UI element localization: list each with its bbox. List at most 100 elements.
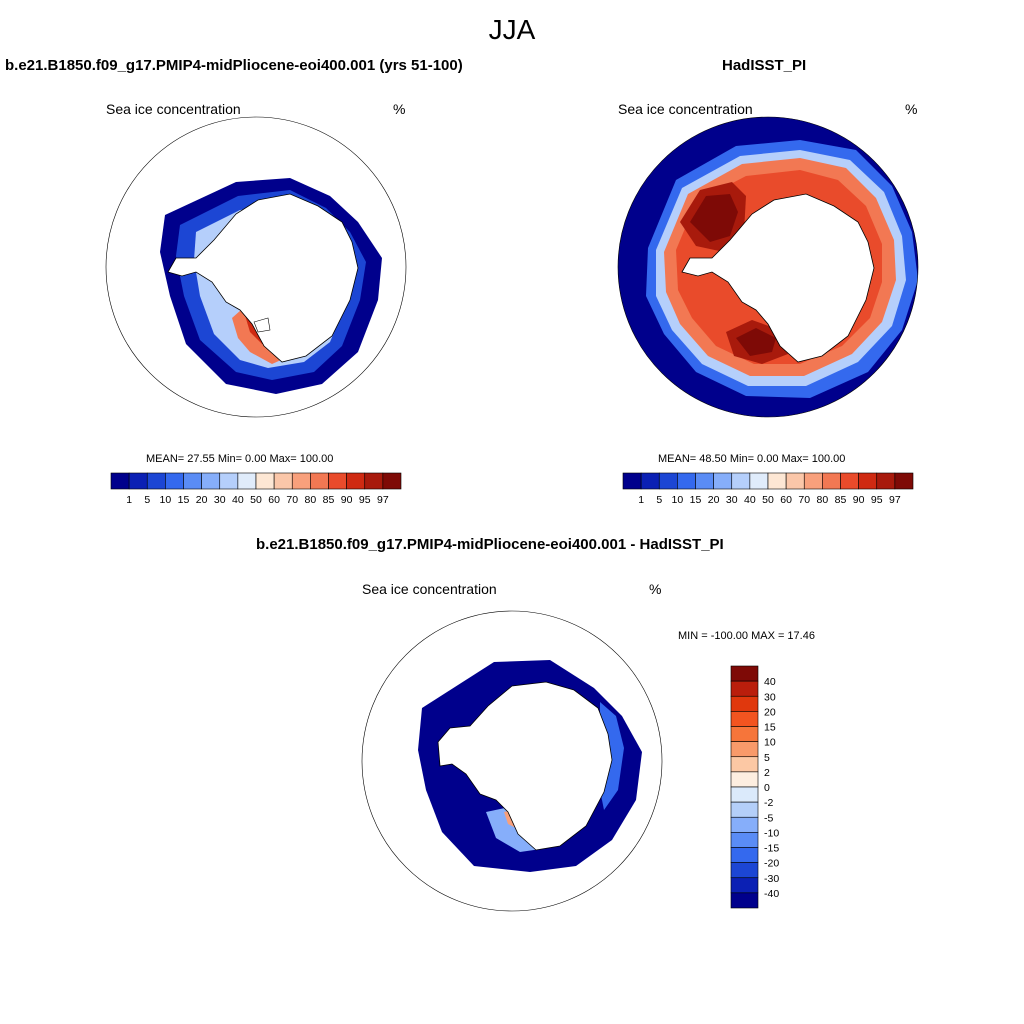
colorbar1-swatch: [110, 472, 130, 490]
colorbar3-swatch: [730, 711, 759, 727]
colorbar2-tick-label: 60: [780, 494, 792, 506]
colorbar3-swatch: [730, 847, 759, 863]
map3-boundary: [361, 610, 663, 912]
colorbar1-tick-label: 30: [214, 494, 226, 506]
colorbar2-tick-label: 85: [835, 494, 847, 506]
colorbar2-tick-label: 70: [798, 494, 810, 506]
colorbar1-swatch: [128, 472, 148, 490]
colorbar2-swatch: [731, 472, 751, 490]
panel3-title: b.e21.B1850.f09_g17.PMIP4-midPliocene-eo…: [256, 536, 724, 553]
colorbar2-swatch: [822, 472, 841, 490]
map1-antarctica: [167, 193, 359, 363]
map2-boundary: [617, 116, 919, 418]
colorbar1-tick-label: 10: [160, 494, 172, 506]
colorbar3-tick-label: 2: [764, 767, 770, 779]
panel2-units-label: %: [905, 101, 918, 117]
map2: [618, 117, 918, 417]
colorbar-2: 1 5 10 15 20 30 40 50 60 70 80 85 90 95 97: [622, 472, 914, 506]
colorbar3-swatch: [730, 726, 759, 742]
colorbar2-tick-label: 80: [817, 494, 829, 506]
colorbar3-tick-label: -2: [764, 797, 773, 809]
colorbar3-swatch: [730, 665, 759, 682]
colorbar1-swatch: [346, 472, 366, 490]
colorbar1-tick-label: 95: [359, 494, 371, 506]
colorbar3-swatch: [730, 680, 759, 697]
panel1-title: b.e21.B1850.f09_g17.PMIP4-midPliocene-eo…: [5, 57, 463, 74]
colorbar2-tick-label: 97: [889, 494, 901, 506]
colorbar1-swatch: [310, 472, 329, 490]
colorbar1-swatch: [219, 472, 239, 490]
colorbar3-swatch: [730, 756, 759, 773]
colorbar1-swatch: [146, 472, 166, 490]
colorbar1-tick-label: 80: [305, 494, 317, 506]
colorbar1-tick-label: 1: [126, 494, 132, 506]
colorbar2-tick-label: 90: [853, 494, 865, 506]
colorbar3-tick-label: -40: [764, 888, 779, 900]
panel1-stats: MEAN= 27.55 Min= 0.00 Max= 100.00: [146, 453, 334, 465]
colorbar1-swatch: [328, 472, 347, 490]
colorbar1-tick-label: 70: [286, 494, 298, 506]
panel3-stats: MIN = -100.00 MAX = 17.46: [678, 630, 815, 642]
panel2-variable-label: Sea ice concentration: [618, 101, 753, 117]
colorbar3-tick-label: 5: [764, 752, 770, 764]
colorbar2-tick-label: 40: [744, 494, 756, 506]
colorbar1-swatch: [237, 472, 257, 490]
colorbar2-tick-label: 5: [656, 494, 662, 506]
colorbar1-swatch: [165, 472, 184, 490]
colorbar1-swatch: [291, 472, 311, 490]
colorbar2-tick-label: 15: [690, 494, 702, 506]
colorbar2-tick-label: 10: [672, 494, 684, 506]
colorbar1-swatch: [273, 472, 293, 490]
map1: [160, 178, 382, 394]
panel2-stats: MEAN= 48.50 Min= 0.00 Max= 100.00: [658, 453, 846, 465]
colorbar2-swatch: [658, 472, 678, 490]
colorbar1-swatch: [201, 472, 221, 490]
colorbar2-swatch: [785, 472, 805, 490]
colorbar1-tick-label: 50: [250, 494, 262, 506]
colorbar3-tick-label: 15: [764, 722, 776, 734]
colorbar2-swatch: [876, 472, 896, 490]
colorbar1-tick-label: 60: [268, 494, 280, 506]
colorbar3-tick-label: -20: [764, 858, 779, 870]
colorbar3-swatch: [730, 695, 759, 712]
colorbar3-swatch: [730, 801, 759, 818]
colorbar1-tick-label: 85: [323, 494, 335, 506]
colorbar-1: 1 5 10 15 20 30 40 50 60 70 80 85 90 95 97: [110, 472, 402, 506]
colorbar3-tick-label: 10: [764, 737, 776, 749]
colorbar3-swatch: [730, 832, 759, 848]
colorbar1-swatch: [183, 472, 202, 490]
colorbar3-swatch: [730, 771, 759, 788]
colorbar2-swatch: [695, 472, 714, 490]
colorbar2-tick-label: 1: [638, 494, 644, 506]
colorbar2-tick-label: 50: [762, 494, 774, 506]
panel3-units-label: %: [649, 581, 662, 597]
colorbar3-tick-label: 0: [764, 782, 770, 794]
colorbar2-swatch: [677, 472, 696, 490]
colorbar3-swatch: [730, 741, 759, 758]
colorbar1-tick-label: 20: [196, 494, 208, 506]
colorbar3-swatch: [730, 862, 759, 879]
colorbar2-swatch: [767, 472, 787, 490]
colorbar1-tick-label: 97: [377, 494, 389, 506]
colorbar3-swatch: [730, 892, 759, 909]
colorbar1-tick-label: 15: [178, 494, 190, 506]
colorbar3-tick-label: 20: [764, 706, 776, 718]
colorbar1-swatch: [255, 472, 275, 490]
colorbar3-swatch: [730, 877, 759, 894]
colorbar2-swatch: [840, 472, 859, 490]
colorbar3-tick-label: -15: [764, 843, 779, 855]
colorbar2-swatch: [749, 472, 769, 490]
colorbar1-tick-label: 5: [144, 494, 150, 506]
panel3-variable-label: Sea ice concentration: [362, 581, 497, 597]
colorbar2-tick-label: 30: [726, 494, 738, 506]
colorbar1-swatch: [382, 472, 402, 490]
colorbar3-tick-label: 40: [764, 676, 776, 688]
map3: [418, 660, 642, 872]
colorbar2-swatch: [622, 472, 642, 490]
colorbar3-swatch: [730, 786, 759, 803]
panel2-title: HadISST_PI: [722, 57, 807, 74]
colorbar2-swatch: [894, 472, 914, 490]
panel1-units-label: %: [393, 101, 406, 117]
colorbar3-tick-label: -30: [764, 873, 779, 885]
